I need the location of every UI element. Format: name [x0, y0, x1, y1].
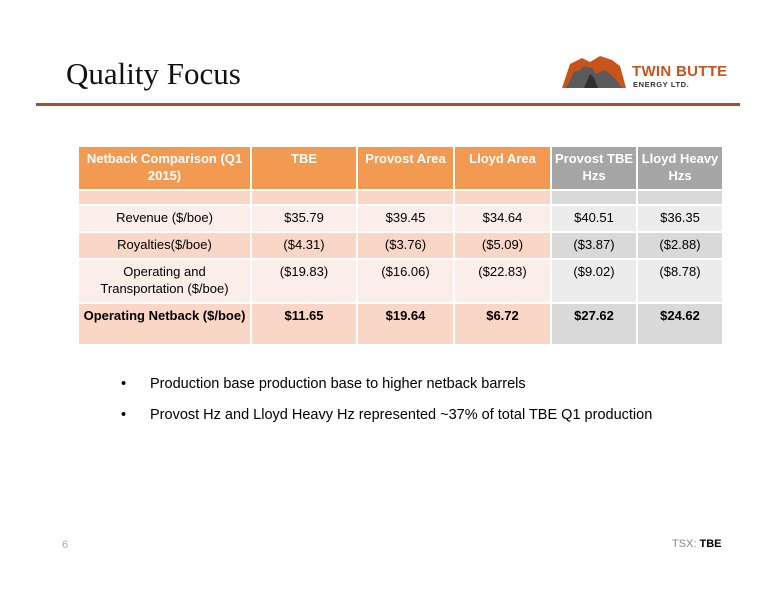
table-cell: ($9.02): [551, 259, 638, 304]
table-spacer-row: [79, 190, 724, 206]
table-row: Revenue ($/boe) $35.79 $39.45 $34.64 $40…: [79, 205, 724, 233]
table-cell: $6.72: [454, 303, 552, 346]
table-cell: ($22.83): [454, 259, 552, 304]
table-cell: ($4.31): [251, 232, 358, 260]
table-cell: $36.35: [637, 205, 724, 233]
table-cell: ($16.06): [357, 259, 455, 304]
column-header: Lloyd Heavy Hzs: [637, 147, 724, 191]
table-row: Royalties($/boe) ($4.31) ($3.76) ($5.09)…: [79, 232, 724, 260]
title-divider: [36, 103, 740, 106]
table-cell: $19.64: [357, 303, 455, 346]
bullet-list: • Production base production base to hig…: [118, 376, 652, 438]
bullet-dot-icon: •: [121, 407, 127, 423]
table-cell: $40.51: [551, 205, 638, 233]
bullet-text: Production base production base to highe…: [150, 376, 526, 392]
ticker-label: TSX:: [672, 538, 697, 550]
netback-table: Netback Comparison (Q1 2015) TBE Provost…: [79, 147, 724, 346]
bullet-item: • Provost Hz and Lloyd Heavy Hz represen…: [118, 407, 652, 438]
column-header: Provost Area: [357, 147, 455, 191]
table-cell: ($3.87): [551, 232, 638, 260]
table-cell: $34.64: [454, 205, 552, 233]
column-header: Netback Comparison (Q1 2015): [79, 147, 252, 191]
ticker-footer: TSX: TBE: [672, 538, 722, 550]
row-label: Operating Netback ($/boe): [79, 303, 252, 346]
slide-title: Quality Focus: [66, 56, 241, 91]
table-cell: ($3.76): [357, 232, 455, 260]
row-label: Revenue ($/boe): [79, 205, 252, 233]
table-header-row: Netback Comparison (Q1 2015) TBE Provost…: [79, 147, 724, 191]
table-total-row: Operating Netback ($/boe) $11.65 $19.64 …: [79, 303, 724, 346]
table-cell: $11.65: [251, 303, 358, 346]
table-cell: ($19.83): [251, 259, 358, 304]
row-label: Royalties($/boe): [79, 232, 252, 260]
ticker-symbol: TBE: [699, 538, 722, 550]
page-number: 6: [62, 539, 69, 551]
table-cell: ($5.09): [454, 232, 552, 260]
bullet-dot-icon: •: [121, 376, 127, 392]
company-logo: TWIN BUTTE ENERGY LTD.: [560, 52, 735, 92]
table-cell: $27.62: [551, 303, 638, 346]
table-cell: $35.79: [251, 205, 358, 233]
table-cell: $39.45: [357, 205, 455, 233]
bullet-text: Provost Hz and Lloyd Heavy Hz represente…: [150, 407, 653, 423]
butte-logo-icon: [562, 56, 626, 88]
column-header: Provost TBE Hzs: [551, 147, 638, 191]
table-row: Operating and Transportation ($/boe) ($1…: [79, 259, 724, 304]
bullet-item: • Production base production base to hig…: [118, 376, 652, 407]
logo-name: TWIN BUTTE: [632, 63, 728, 80]
table-cell: $24.62: [637, 303, 724, 346]
table-cell: ($2.88): [637, 232, 724, 260]
row-label: Operating and Transportation ($/boe): [79, 259, 252, 304]
logo-subtitle: ENERGY LTD.: [633, 80, 690, 89]
column-header: Lloyd Area: [454, 147, 552, 191]
table-cell: ($8.78): [637, 259, 724, 304]
column-header: TBE: [251, 147, 358, 191]
